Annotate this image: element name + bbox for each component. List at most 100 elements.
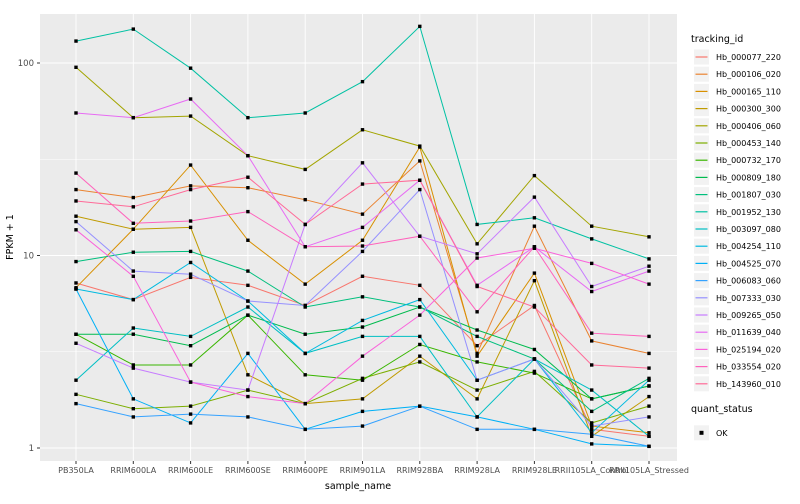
data-point [131,115,135,120]
data-point [246,388,250,392]
data-point [475,242,479,246]
data-point [360,378,365,382]
data-point [360,334,365,339]
data-point [418,342,422,347]
legend-label-Hb_000453_140: Hb_000453_140 [716,139,781,148]
x-tick-label-RRIM901LA: RRIM901LA [340,466,386,475]
y-tick-label: 10 [23,252,34,262]
data-point [246,238,250,242]
x-axis-title: sample_name [325,481,391,492]
data-point [590,339,594,343]
data-point [74,378,78,382]
data-point [360,397,365,401]
data-point [246,415,250,419]
data-point [131,205,135,209]
x-tick-label-RRIM600SE: RRIM600SE [225,466,271,475]
data-point [188,404,193,408]
data-point [418,178,422,182]
data-point [475,284,479,289]
data-point [475,222,479,227]
data-point [475,351,479,356]
data-point [475,397,479,401]
legend-label-Hb_000809_180: Hb_000809_180 [716,173,781,182]
data-point [532,347,537,352]
data-point [246,305,250,309]
data-point [131,269,135,273]
data-point [303,351,307,356]
data-point [74,287,78,291]
legend-title-tracking-id: tracking_id [691,34,743,45]
data-point [360,212,365,216]
legend-label-Hb_000732_170: Hb_000732_170 [716,156,781,165]
data-point [532,357,537,361]
data-point [360,424,365,428]
data-point [131,363,135,367]
legend-label-Hb_000165_110: Hb_000165_110 [716,87,781,96]
x-tick-label-RRII105LA_Control: RRII105LA_Control [555,466,629,475]
data-point [590,397,594,401]
data-point [647,384,651,388]
data-point [246,209,250,214]
data-point [647,264,651,268]
x-tick-label-RRIM600LA: RRIM600LA [110,466,156,475]
data-point [590,331,594,335]
data-point [360,238,365,242]
data-point [647,434,651,439]
data-point [188,225,193,230]
data-point [418,234,422,238]
data-point [188,163,193,167]
data-point [74,219,78,224]
data-point [532,216,537,220]
data-point [590,224,594,228]
data-point [532,195,537,199]
data-point [303,197,307,202]
data-point [188,187,193,192]
data-point [246,394,250,399]
data-point [647,269,651,273]
data-point [418,334,422,339]
data-point [590,427,594,432]
data-point [418,144,422,148]
data-point [475,343,479,348]
x-tick-label-RRIM600PE: RRIM600PE [282,466,328,475]
data-point [532,173,537,178]
data-point [360,128,365,132]
data-point [532,271,537,275]
data-point [74,111,78,115]
data-point [532,245,537,249]
data-point [131,221,135,225]
data-point [418,283,422,288]
data-point [188,343,193,348]
data-point [131,195,135,200]
data-point [647,351,651,356]
data-point [647,404,651,408]
legend-label-Hb_011639_040: Hb_011639_040 [716,328,781,337]
data-point [188,275,193,280]
data-point [475,378,479,382]
x-tick-label-RRII105LA_Stressed: RRII105LA_Stressed [609,466,689,475]
data-point [590,363,594,367]
x-tick-label-RRIM928LE: RRIM928LE [512,466,557,475]
data-point [360,354,365,358]
data-point [475,310,479,314]
data-point [532,427,537,432]
data-point [647,378,651,382]
data-point [131,407,135,411]
data-point [647,366,651,370]
legend-label-Hb_025194_020: Hb_025194_020 [716,345,781,354]
data-point [647,282,651,286]
data-point [303,167,307,172]
data-point [418,159,422,163]
x-tick-label-PB350LA: PB350LA [58,466,94,475]
data-point [418,313,422,317]
data-point [418,187,422,192]
data-point [188,272,193,276]
data-point [647,334,651,339]
data-point [303,303,307,308]
data-point [303,401,307,406]
data-point [246,269,250,273]
data-point [475,354,479,358]
data-point [532,371,537,375]
